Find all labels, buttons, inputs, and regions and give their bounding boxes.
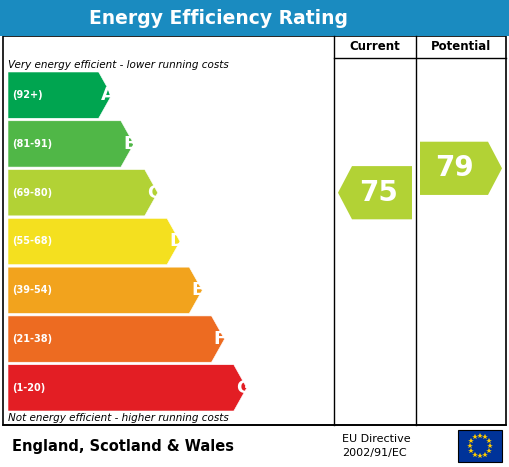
Text: England, Scotland & Wales: England, Scotland & Wales bbox=[12, 439, 234, 453]
Text: (1-20): (1-20) bbox=[12, 383, 45, 393]
Bar bbox=[3, 36, 506, 425]
Text: Potential: Potential bbox=[431, 41, 491, 54]
Text: (55-68): (55-68) bbox=[12, 236, 52, 247]
Polygon shape bbox=[8, 267, 202, 313]
Text: 2002/91/EC: 2002/91/EC bbox=[342, 448, 407, 458]
Text: EU Directive: EU Directive bbox=[342, 434, 411, 444]
Text: (92+): (92+) bbox=[12, 90, 43, 100]
Text: A: A bbox=[101, 86, 115, 104]
Text: Energy Efficiency Rating: Energy Efficiency Rating bbox=[90, 8, 348, 28]
Bar bbox=[458, 430, 502, 462]
Text: (39-54): (39-54) bbox=[12, 285, 52, 295]
Text: Current: Current bbox=[350, 41, 401, 54]
Polygon shape bbox=[338, 166, 412, 219]
Bar bbox=[0, 0, 509, 36]
Text: 75: 75 bbox=[359, 179, 398, 207]
Text: 79: 79 bbox=[435, 154, 473, 182]
Polygon shape bbox=[8, 170, 158, 216]
Polygon shape bbox=[8, 219, 180, 265]
Text: (21-38): (21-38) bbox=[12, 334, 52, 344]
Text: Very energy efficient - lower running costs: Very energy efficient - lower running co… bbox=[8, 60, 229, 70]
Text: E: E bbox=[191, 281, 204, 299]
Text: Not energy efficient - higher running costs: Not energy efficient - higher running co… bbox=[8, 413, 229, 423]
Text: G: G bbox=[236, 379, 250, 397]
Polygon shape bbox=[8, 365, 247, 411]
Text: D: D bbox=[169, 233, 184, 250]
Polygon shape bbox=[420, 142, 502, 195]
Text: (81-91): (81-91) bbox=[12, 139, 52, 149]
Text: (69-80): (69-80) bbox=[12, 188, 52, 198]
Text: F: F bbox=[213, 330, 226, 348]
Text: B: B bbox=[123, 135, 136, 153]
Text: C: C bbox=[147, 184, 160, 202]
Polygon shape bbox=[8, 72, 111, 118]
Polygon shape bbox=[8, 316, 224, 362]
Polygon shape bbox=[8, 121, 134, 167]
